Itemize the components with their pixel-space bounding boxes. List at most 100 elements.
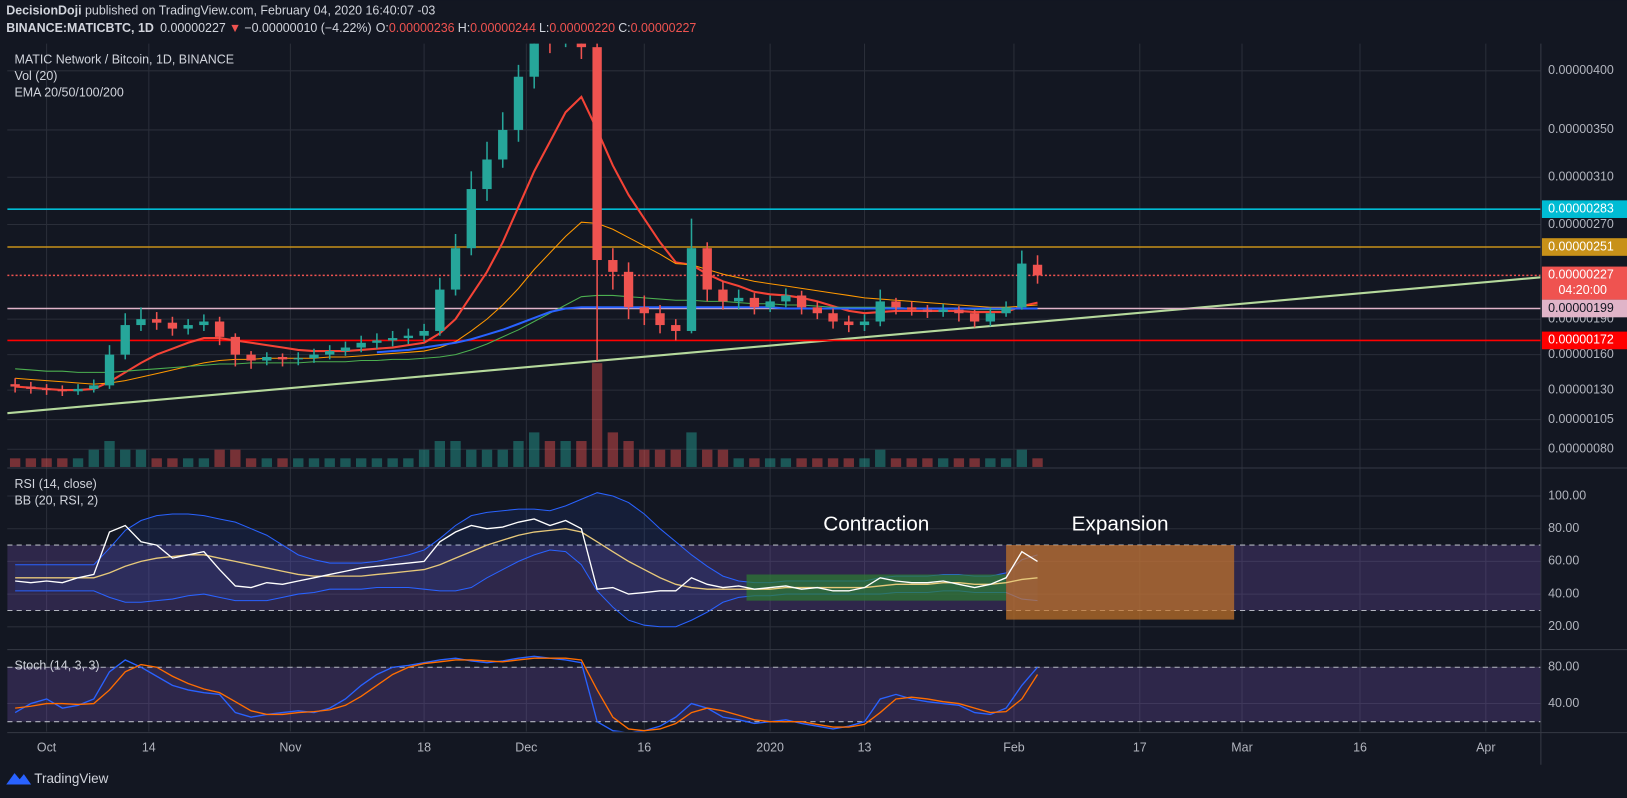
candle-body [671, 325, 681, 331]
level-tag-label: 0.00000172 [1548, 333, 1614, 347]
candle-body [372, 340, 382, 343]
candle-body [26, 386, 36, 389]
volume-bar [245, 458, 257, 467]
x-tick-label: 16 [637, 740, 651, 754]
volume-bar [859, 458, 870, 467]
candle-body [922, 309, 933, 313]
x-tick-label: Nov [279, 740, 302, 754]
y-tick-label: 0.00000310 [1548, 170, 1614, 184]
volume-bar [953, 458, 965, 467]
candle-body [152, 319, 162, 323]
volume-bar [1016, 449, 1027, 467]
volume-bar [403, 458, 414, 467]
candle-body [73, 388, 83, 392]
candle-body [623, 271, 634, 308]
open-value: 0.00000236 [389, 21, 455, 35]
candle-body [529, 43, 539, 77]
candle-body [450, 248, 461, 290]
logo-icon [6, 773, 32, 785]
volume-bar [686, 432, 697, 467]
high-value: 0.00000244 [470, 21, 536, 35]
y-tick-label: 100.00 [1548, 488, 1586, 502]
volume-bar [733, 458, 744, 467]
volume-bar [434, 441, 446, 467]
volume-bar [135, 449, 147, 467]
ema-line [15, 95, 1038, 392]
candle-body [214, 321, 225, 337]
y-tick-label: 40.00 [1548, 586, 1579, 600]
high-label: H: [458, 21, 470, 35]
candle-body [230, 336, 241, 355]
volume-bar [481, 449, 493, 467]
x-tick-label: 17 [1133, 740, 1147, 754]
candle-body [277, 356, 288, 360]
candle-body [246, 354, 256, 361]
y-tick-label: 0.00000350 [1548, 122, 1614, 136]
candle-body [812, 307, 822, 314]
volume-bar [72, 458, 84, 467]
volume-bar [623, 441, 634, 467]
volume-bar [985, 458, 996, 467]
footer-brand: TradingView [34, 771, 108, 786]
volume-bar [387, 458, 398, 467]
volume-bar [450, 441, 461, 467]
candle-body [340, 347, 351, 352]
candle-body [608, 260, 618, 272]
volume-bar [324, 458, 335, 467]
volume-bar [843, 458, 854, 467]
volume-bar [151, 458, 162, 467]
bb-title: BB (20, RSI, 2) [15, 493, 99, 507]
level-tag-label: 0.00000251 [1548, 239, 1614, 253]
last-price: 0.00000227 [160, 21, 226, 35]
y-tick-label: 0.00000400 [1548, 63, 1614, 77]
indicator-line [15, 657, 1039, 732]
volume-title: Vol (20) [15, 69, 58, 83]
volume-bar [57, 458, 68, 467]
volume-bar [717, 449, 729, 467]
chart-title: MATIC Network / Bitcoin, 1D, BINANCE [15, 52, 235, 66]
volume-bar [639, 449, 650, 467]
candle-body [796, 295, 807, 308]
price-pane [7, 43, 1541, 467]
candle-body [41, 388, 52, 391]
candle-body [325, 351, 335, 355]
trendline [7, 276, 1541, 415]
volume-bar [827, 458, 839, 467]
candle-body [891, 301, 901, 308]
axes: Oct 14 Nov 18 Dec 16 2020 13 Feb 17 Mar 16 Apr 0.0000… [7, 43, 1627, 765]
x-tick-label: 13 [858, 740, 872, 754]
y-tick-label: 60.00 [1548, 554, 1579, 568]
published-line: DecisionDoji published on TradingView.co… [6, 4, 435, 18]
candle-body [781, 295, 791, 302]
volume-bar [182, 458, 194, 467]
y-tick-label: 0.00000130 [1548, 382, 1614, 396]
y-tick-label: 80.00 [1548, 521, 1579, 535]
candle-body [749, 297, 760, 308]
candle-body [262, 356, 272, 361]
candle-body [104, 354, 115, 386]
x-tick-label: Feb [1003, 740, 1025, 754]
candle-body [183, 325, 193, 329]
volume-bar [969, 458, 980, 467]
y-tick-label: 0.00000160 [1548, 347, 1614, 361]
candle-body [419, 330, 429, 336]
candle-body [1001, 307, 1011, 314]
volume-bar [654, 449, 666, 467]
candle-body [466, 189, 476, 249]
candle-body [309, 354, 319, 359]
candle-body [356, 342, 366, 348]
candle-body [718, 289, 728, 302]
candle-body [844, 321, 854, 326]
volume-bar [1032, 458, 1043, 467]
volume-bar [88, 449, 99, 467]
volume-bar [198, 458, 210, 467]
volume-bar [702, 449, 713, 467]
footer-logo [6, 773, 32, 785]
candle-body [875, 301, 885, 322]
volume-bar [576, 441, 587, 467]
volume-bar [371, 458, 383, 467]
candle-body [765, 301, 775, 308]
volume-bar [25, 458, 37, 467]
